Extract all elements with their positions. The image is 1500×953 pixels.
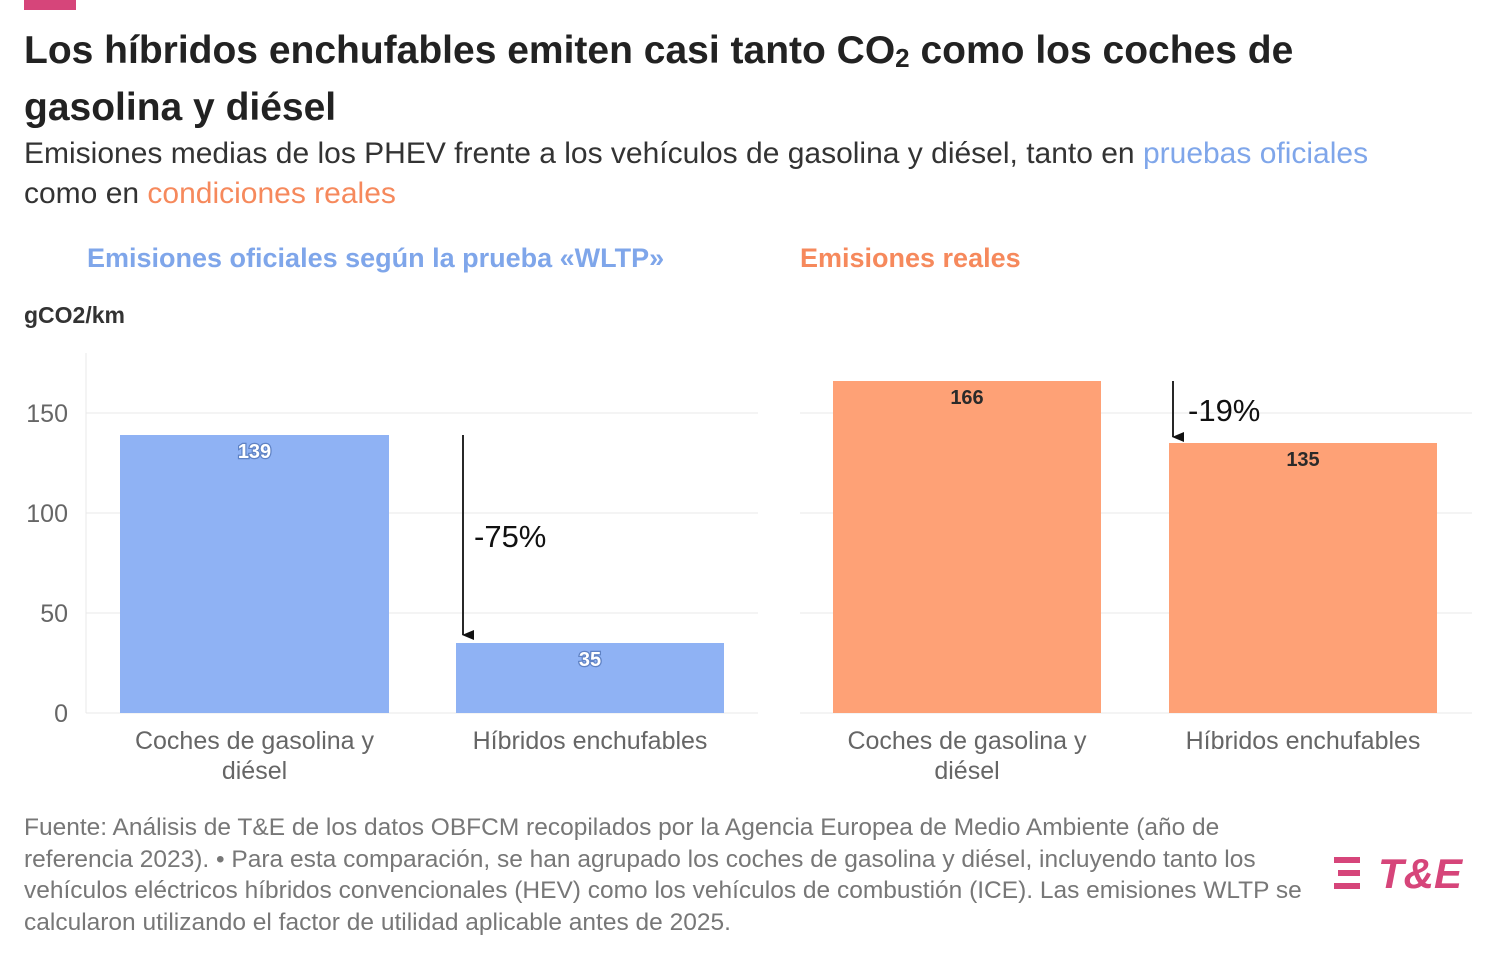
bar bbox=[833, 381, 1101, 713]
reduction-annotation: -75% bbox=[474, 519, 546, 554]
y-tick-label: 50 bbox=[40, 600, 68, 628]
top-accent-bar bbox=[24, 0, 76, 10]
te-logo: T&E bbox=[1334, 848, 1484, 900]
source-note: Fuente: Análisis de T&E de los datos OBF… bbox=[24, 814, 1302, 936]
chart-subtitle: Emisiones medias de los PHEV frente a lo… bbox=[24, 137, 1369, 210]
data-label: 166 bbox=[950, 387, 983, 409]
data-label: 139 bbox=[238, 441, 271, 463]
y-tick-label: 150 bbox=[26, 400, 68, 428]
subtitle-highlight-official: pruebas oficiales bbox=[1142, 137, 1369, 170]
x-tick-label: Coches de gasolina y diésel bbox=[847, 727, 1087, 785]
bar bbox=[1169, 443, 1437, 713]
y-axis-unit-label: gCO2/km bbox=[24, 302, 125, 328]
panel-title-official: Emisiones oficiales según la prueba «WLT… bbox=[87, 243, 665, 273]
logo-stripes-icon bbox=[1334, 857, 1360, 889]
chart-title: Los híbridos enchufables emiten casi tan… bbox=[24, 29, 1294, 129]
data-label: 135 bbox=[1286, 449, 1319, 471]
bar bbox=[456, 643, 724, 713]
y-tick-label: 0 bbox=[54, 700, 68, 728]
data-label: 35 bbox=[579, 649, 601, 671]
x-tick-label: Híbridos enchufables bbox=[473, 727, 708, 755]
x-tick-label: Coches de gasolina y diésel bbox=[135, 727, 375, 785]
panel-title-real: Emisiones reales bbox=[800, 243, 1021, 273]
bar-charts: 0 50 100 150 139 Coches de gasolina y diésel 35… bbox=[26, 353, 1472, 785]
x-tick-label: Híbridos enchufables bbox=[1186, 727, 1421, 755]
subtitle-highlight-real: condiciones reales bbox=[147, 177, 396, 210]
logo-text: T&E bbox=[1378, 850, 1462, 897]
bar bbox=[120, 435, 389, 713]
y-tick-label: 100 bbox=[26, 500, 68, 528]
reduction-annotation: -19% bbox=[1188, 393, 1260, 428]
title-subscript: 2 bbox=[895, 43, 910, 73]
